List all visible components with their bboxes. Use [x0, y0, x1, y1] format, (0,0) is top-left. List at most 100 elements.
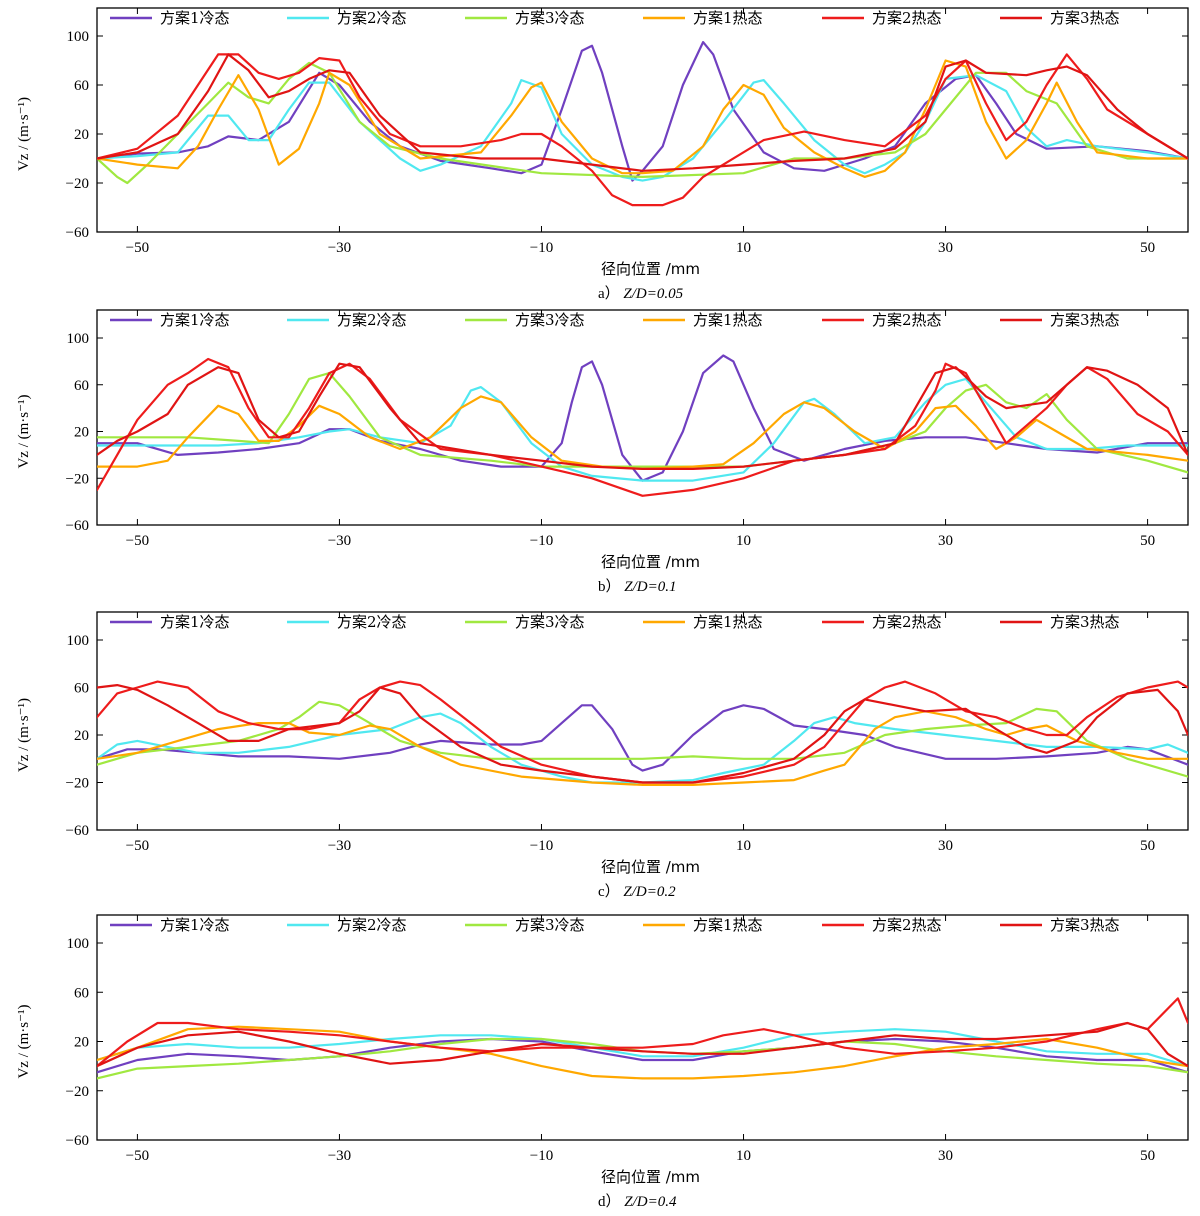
series-line-5: [97, 53, 1188, 207]
x-tick-label: −30: [328, 838, 351, 854]
legend-label: 方案1热态: [693, 916, 763, 934]
x-tick-label: 30: [938, 240, 953, 256]
y-tick-label: 20: [74, 425, 89, 441]
x-tick-label: 50: [1140, 1148, 1155, 1164]
x-axis-label: 径向位置 /mm: [601, 260, 700, 278]
series-line-2: [97, 712, 1188, 784]
legend-label: 方案2冷态: [337, 613, 407, 631]
y-tick-label: −20: [66, 776, 89, 792]
x-axis-label: 径向位置 /mm: [601, 858, 700, 876]
legend-label: 方案1热态: [693, 613, 763, 631]
x-tick-label: 10: [736, 240, 751, 256]
legend-label: 方案2热态: [872, 9, 942, 27]
x-tick-label: −50: [126, 1148, 149, 1164]
legend-label: 方案2冷态: [337, 9, 407, 27]
legend-label: 方案1冷态: [160, 613, 230, 631]
series-line-5: [97, 680, 1188, 784]
series-line-3: [97, 700, 1188, 778]
series-line-2: [97, 74, 1188, 182]
legend-label: 方案2冷态: [337, 916, 407, 934]
axes-frame: [96, 7, 1189, 233]
legend-label: 方案3冷态: [515, 9, 585, 27]
y-tick-label: −20: [66, 1084, 89, 1100]
legend-label: 方案1热态: [693, 311, 763, 329]
legend-label: 方案3冷态: [515, 916, 585, 934]
x-tick-label: 30: [938, 838, 953, 854]
x-tick-label: −30: [328, 533, 351, 549]
y-tick-label: −60: [66, 1133, 89, 1149]
y-axis-label: Vz / (m·s⁻¹): [16, 394, 32, 468]
panel-caption: a） Z/D=0.05: [598, 285, 684, 302]
series-line-1: [97, 1037, 1188, 1074]
y-axis-label: Vz / (m·s⁻¹): [16, 1004, 32, 1078]
chart-panel-1: 100 60 20 −20 −60 −50 −30 −10 10 30 50 Vz / (m·s⁻¹)…: [16, 7, 1189, 302]
panel-caption: d） Z/D=0.4: [598, 1193, 677, 1210]
legend-label: 方案3热态: [1050, 9, 1120, 27]
legend-label: 方案1冷态: [160, 9, 230, 27]
legend-label: 方案3冷态: [515, 613, 585, 631]
y-tick-label: 100: [67, 331, 90, 347]
caption-prefix: c）: [598, 883, 623, 900]
series-line-3: [97, 61, 1188, 185]
x-tick-label: −50: [126, 533, 149, 549]
x-axis-label: 径向位置 /mm: [601, 1168, 700, 1186]
panel-caption: b） Z/D=0.1: [598, 578, 676, 595]
x-tick-label: 30: [938, 1148, 953, 1164]
y-tick-label: 100: [67, 29, 90, 45]
legend-label: 方案2冷态: [337, 311, 407, 329]
series-line-1: [97, 354, 1188, 482]
y-tick-label: 20: [74, 1035, 89, 1051]
y-tick-label: 60: [74, 985, 89, 1001]
axes-frame: [96, 309, 1189, 526]
y-tick-label: 60: [74, 378, 89, 394]
x-tick-label: 50: [1140, 838, 1155, 854]
x-tick-label: 10: [736, 533, 751, 549]
series-line-4: [97, 1025, 1188, 1080]
y-tick-label: −60: [66, 225, 89, 241]
y-tick-label: −60: [66, 518, 89, 534]
panel-caption: c） Z/D=0.2: [598, 883, 676, 900]
series-line-5: [97, 357, 1188, 497]
y-tick-label: 60: [74, 78, 89, 94]
series-line-4: [97, 59, 1188, 178]
y-tick-label: 20: [74, 728, 89, 744]
legend-label: 方案3冷态: [515, 311, 585, 329]
x-tick-label: 50: [1140, 240, 1155, 256]
caption-ratio: Z/D=0.05: [623, 286, 683, 302]
x-tick-label: −10: [530, 240, 553, 256]
series-line-1: [97, 41, 1188, 182]
series-line-6: [97, 362, 1188, 470]
x-tick-label: 10: [736, 838, 751, 854]
caption-prefix: a）: [598, 285, 623, 302]
series-line-6: [97, 684, 1188, 784]
legend-label: 方案2热态: [872, 613, 942, 631]
chart-panel-3: 100 60 20 −20 −60 −50 −30 −10 10 30 50 Vz / (m·s⁻¹)…: [16, 611, 1189, 900]
series-line-1: [97, 704, 1188, 772]
x-tick-label: −50: [126, 240, 149, 256]
x-tick-label: −30: [328, 1148, 351, 1164]
x-tick-label: −30: [328, 240, 351, 256]
chart-panel-4: 100 60 20 −20 −60 −50 −30 −10 10 30 50 Vz / (m·s⁻¹)…: [16, 914, 1189, 1210]
legend-label: 方案1冷态: [160, 916, 230, 934]
legend-label: 方案3热态: [1050, 311, 1120, 329]
x-tick-label: 50: [1140, 533, 1155, 549]
legend-label: 方案3热态: [1050, 916, 1120, 934]
x-tick-label: −10: [530, 1148, 553, 1164]
x-axis-label: 径向位置 /mm: [601, 553, 700, 571]
legend-label: 方案1热态: [693, 9, 763, 27]
legend-label: 方案3热态: [1050, 613, 1120, 631]
chart-panel-2: 100 60 20 −20 −60 −50 −30 −10 10 30 50 Vz / (m·s⁻¹)…: [16, 309, 1189, 595]
x-tick-label: −50: [126, 838, 149, 854]
x-tick-label: −10: [530, 838, 553, 854]
series-line-4: [97, 710, 1188, 786]
y-tick-label: 100: [67, 936, 90, 952]
y-axis-label: Vz / (m·s⁻¹): [16, 698, 32, 772]
caption-prefix: d）: [598, 1193, 624, 1210]
axes-frame: [96, 914, 1189, 1141]
axes-frame: [96, 611, 1189, 831]
caption-ratio: Z/D=0.2: [623, 884, 676, 900]
caption-ratio: Z/D=0.4: [624, 1194, 677, 1210]
y-tick-label: −20: [66, 471, 89, 487]
y-tick-label: −20: [66, 176, 89, 192]
